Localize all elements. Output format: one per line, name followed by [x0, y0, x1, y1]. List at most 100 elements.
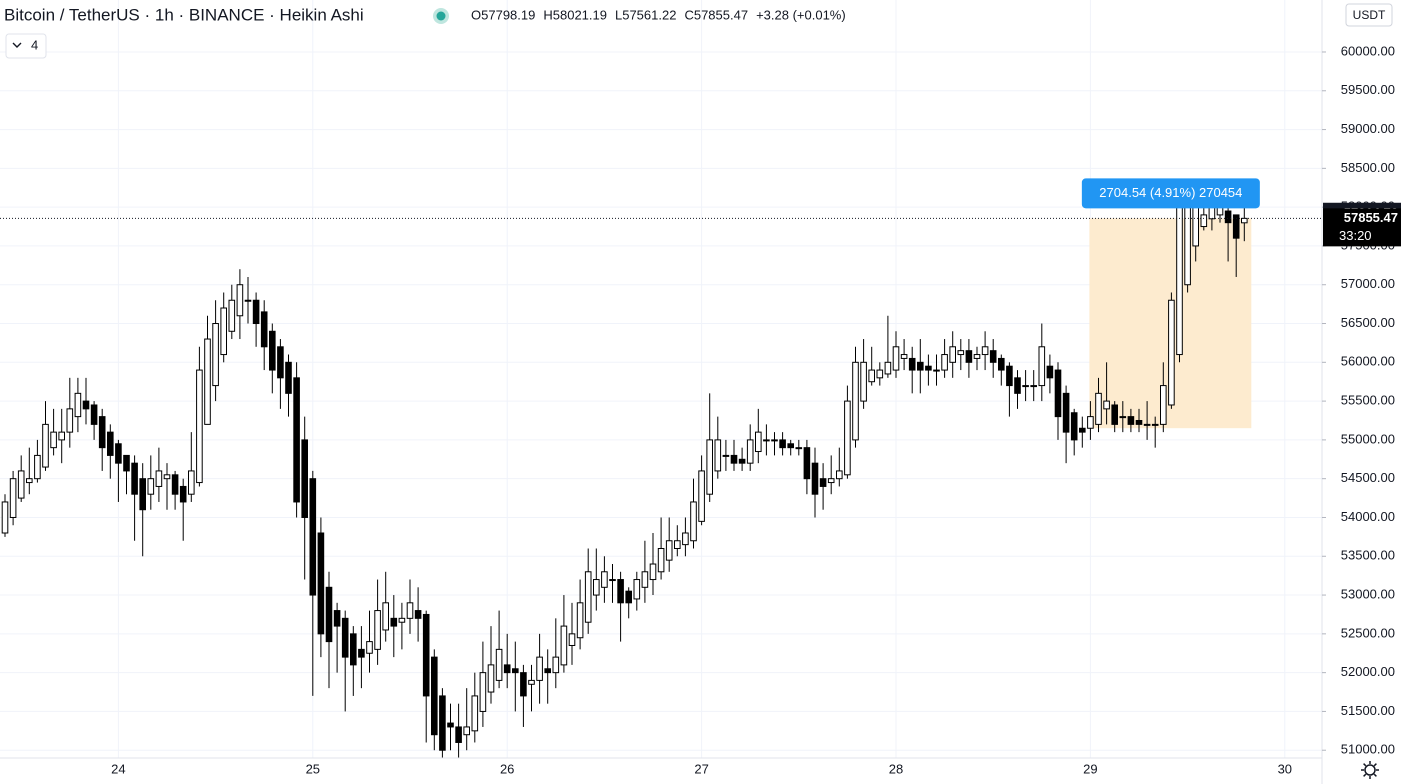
candle-body — [730, 454, 738, 464]
candle-body — [819, 478, 827, 487]
toggle-label: 4 — [31, 37, 38, 52]
candle-body — [714, 439, 722, 472]
candle-body — [941, 354, 948, 371]
candle-body — [1151, 423, 1159, 426]
candle-body — [495, 648, 503, 681]
candle-body — [844, 400, 851, 476]
y-tick-label: 54500.00 — [1341, 470, 1395, 485]
candle-body — [179, 485, 187, 503]
candle-body — [139, 478, 146, 511]
status-dot — [436, 11, 446, 21]
y-tick-label: 59000.00 — [1341, 121, 1395, 136]
gear-ring[interactable] — [1364, 764, 1376, 776]
currency-button[interactable]: USDT — [1345, 3, 1393, 27]
candle-body — [528, 679, 535, 685]
candle-body — [74, 392, 82, 418]
candle-body — [269, 330, 276, 371]
candle-body — [382, 602, 389, 631]
current-price-box — [1323, 208, 1401, 247]
currency-box[interactable] — [1345, 3, 1393, 27]
candle-body — [82, 400, 90, 410]
candle-body — [536, 656, 543, 681]
candle-body — [1127, 416, 1135, 425]
candle-body — [1087, 416, 1094, 429]
candle-body — [333, 610, 341, 627]
candle-body — [1208, 206, 1216, 220]
candle-body — [1006, 365, 1013, 387]
candle-body — [884, 361, 892, 375]
candle-body — [957, 350, 965, 356]
candle-body — [787, 443, 795, 449]
candle-body — [50, 431, 57, 449]
candle-body — [795, 447, 803, 450]
candle-body — [414, 610, 422, 619]
candle-body — [657, 548, 665, 573]
y-tick-label: 51000.00 — [1341, 742, 1395, 757]
candle-body — [649, 563, 657, 581]
candle-body — [836, 470, 843, 480]
candle-body — [512, 668, 519, 674]
candle-body — [98, 416, 106, 449]
y-tick-label: 52500.00 — [1341, 625, 1395, 640]
y-tick-label: 53500.00 — [1341, 548, 1395, 563]
candle-body — [123, 454, 130, 472]
countdown-label: 33:20 — [1339, 228, 1372, 243]
candle-body — [374, 610, 381, 650]
candle-body — [568, 633, 576, 646]
candle-body — [163, 474, 171, 480]
candle-body — [1022, 385, 1029, 388]
candle-body — [560, 625, 568, 666]
candle-body — [1079, 427, 1086, 433]
candle-body — [1014, 377, 1021, 394]
y-tick-label: 56000.00 — [1341, 354, 1395, 369]
ohlc-value: 57855.47 — [694, 7, 748, 22]
candle-body — [763, 439, 770, 442]
candle-body — [58, 431, 66, 441]
candle-body — [358, 648, 365, 658]
y-tick-label: 56500.00 — [1341, 315, 1395, 330]
candle-body — [544, 668, 552, 674]
interval-toggle[interactable]: 4 — [5, 33, 47, 59]
candle-body — [1030, 385, 1038, 388]
y-tick-label: 51500.00 — [1341, 703, 1395, 718]
candle-body — [107, 431, 114, 456]
candle-body — [933, 369, 940, 372]
candle-body — [277, 346, 284, 379]
candle-body — [868, 369, 876, 383]
time-axis: 24 25 26 27 28 29 30 — [111, 761, 1292, 776]
candle-body — [755, 431, 762, 453]
toggle-box[interactable] — [5, 33, 47, 59]
candle-body — [455, 726, 462, 743]
candle-body — [1119, 416, 1127, 419]
candle-body — [1168, 299, 1175, 406]
y-tick-label: 53000.00 — [1341, 586, 1395, 601]
candle-body — [228, 299, 236, 332]
price-axis: 51000.00 51500.00 52000.00 52500.00 53000.00… — [1322, 43, 1395, 757]
y-tick-label: 57000.00 — [1341, 276, 1395, 291]
candle-body — [406, 602, 414, 619]
candle-body — [471, 695, 479, 732]
candle-body — [908, 357, 916, 371]
candle-body — [1070, 412, 1078, 441]
candle-body — [188, 470, 195, 495]
candle-body — [398, 617, 406, 623]
candle-body — [17, 470, 25, 499]
candle-body — [779, 439, 786, 449]
y-tick-label: 59500.00 — [1341, 82, 1395, 97]
candle-body — [366, 641, 373, 654]
chevron — [12, 42, 22, 48]
candle-body — [852, 361, 859, 441]
y-tick-label: 55000.00 — [1341, 431, 1395, 446]
candle-body — [738, 458, 746, 464]
candle-body — [641, 571, 649, 588]
candle-body — [965, 350, 973, 363]
candle-body — [601, 571, 608, 588]
ohlc-key: L — [615, 7, 622, 22]
y-tick-label: 54000.00 — [1341, 509, 1395, 524]
candle-body — [285, 361, 292, 394]
settings-button[interactable] — [1361, 761, 1379, 779]
candle-body — [746, 439, 754, 464]
candle-body — [341, 617, 349, 658]
candle-body — [9, 478, 17, 518]
